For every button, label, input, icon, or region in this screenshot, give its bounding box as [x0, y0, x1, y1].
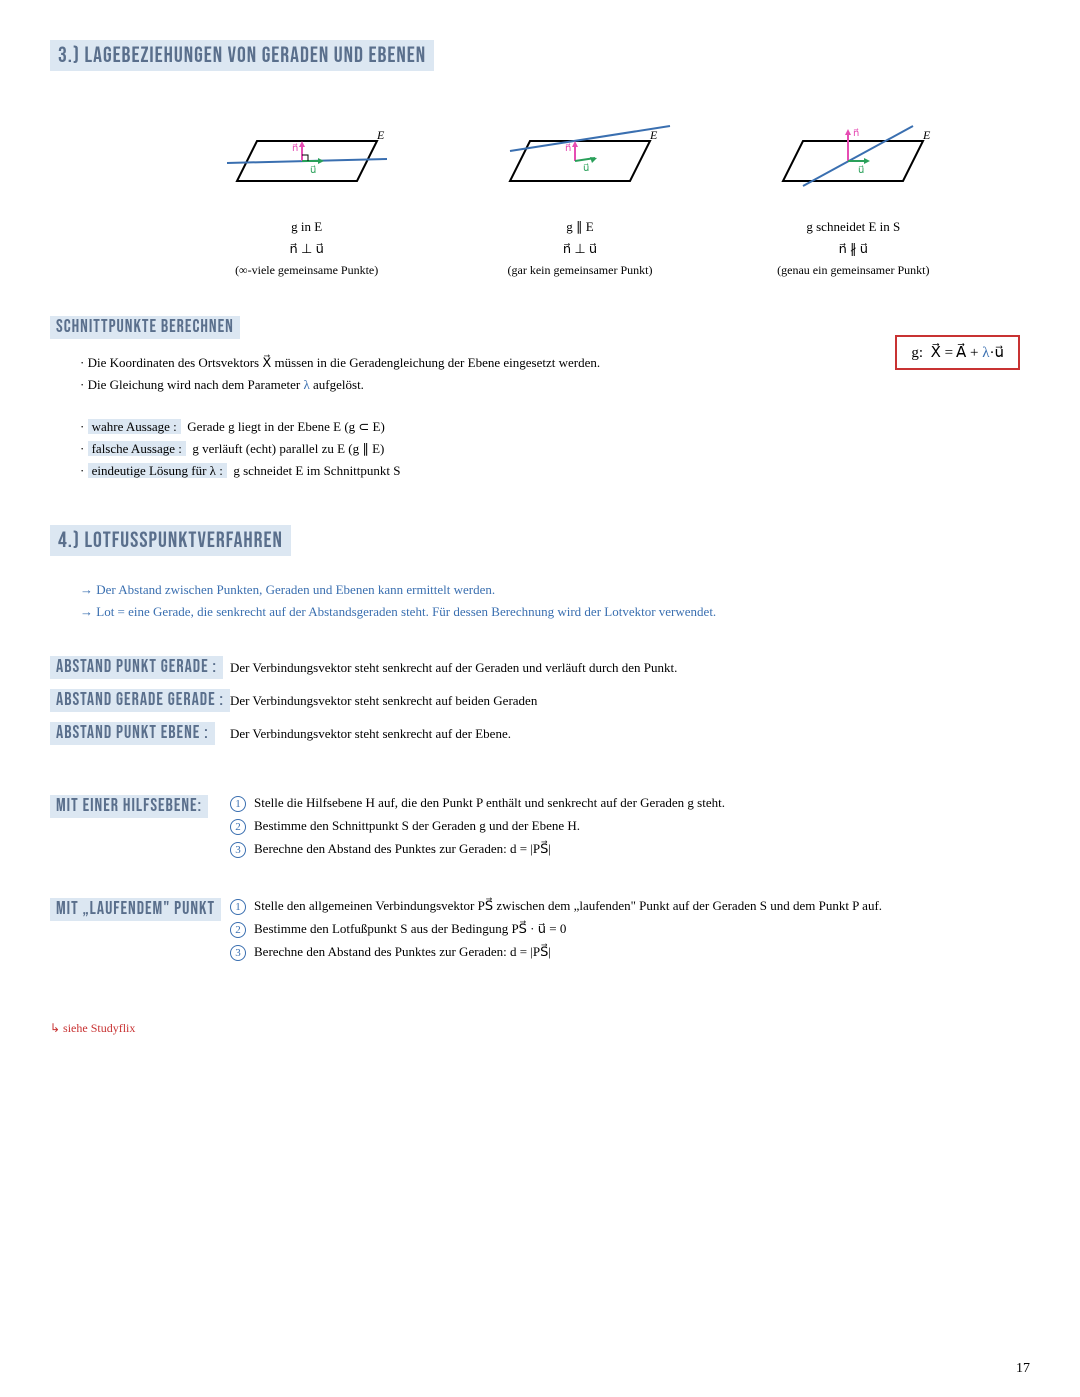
diagram-3: E n⃗ u⃗ g schneidet E in S n⃗ ∦ u⃗ (gena… — [733, 121, 973, 278]
diagram-1: E n⃗ u⃗ g in E n⃗ ⊥ u⃗ (∞-viele gemeinsa… — [187, 121, 427, 278]
diagram-1-relation: n⃗ ⊥ u⃗ — [290, 241, 324, 257]
lauf-label: Mit „laufendem" Punkt — [50, 898, 221, 921]
svg-text:u⃗: u⃗ — [310, 165, 316, 176]
schnittpunkte-title: Schnittpunkte berechnen — [50, 316, 240, 339]
row-hilfsebene: Mit einer Hilfsebene: 1Stelle die Hilfse… — [50, 795, 1030, 858]
svg-text:u⃗: u⃗ — [583, 163, 589, 174]
row-ape: Abstand Punkt Ebene : Der Verbindungsvek… — [50, 722, 1030, 745]
ape-desc: Der Verbindungsvektor steht senkrecht au… — [230, 726, 1030, 742]
row-agg: Abstand Gerade Gerade : Der Verbindungsv… — [50, 689, 1030, 712]
apg-desc: Der Verbindungsvektor steht senkrecht au… — [230, 660, 1030, 676]
diagram-1-svg: E n⃗ u⃗ — [207, 121, 407, 211]
diagram-2: E n⃗ u⃗ g ∥ E n⃗ ⊥ u⃗ (gar kein gemeinsa… — [460, 121, 700, 278]
hilfs-label: Mit einer Hilfsebene: — [50, 795, 208, 818]
diagram-3-note: (genau ein gemeinsamer Punkt) — [777, 263, 929, 278]
diagram-2-relation: n⃗ ⊥ u⃗ — [563, 241, 597, 257]
page-number: 17 — [1016, 1361, 1030, 1377]
lauf-step-3: 3Berechne den Abstand des Punktes zur Ge… — [230, 944, 1030, 961]
apg-label: Abstand Punkt Gerade : — [50, 656, 223, 679]
agg-desc: Der Verbindungsvektor steht senkrecht au… — [230, 693, 1030, 709]
case-1: · wahre Aussage : Gerade g liegt in der … — [80, 419, 1030, 435]
lauf-step-2: 2Bestimme den Lotfußpunkt S aus der Bedi… — [230, 921, 1030, 938]
arrow-line-2: → Lot = eine Gerade, die senkrecht auf d… — [80, 604, 1030, 620]
diagram-2-svg: E n⃗ u⃗ — [480, 121, 680, 211]
diagram-1-caption: g in E — [291, 219, 322, 235]
diagram-3-relation: n⃗ ∦ u⃗ — [839, 241, 868, 257]
section-3-title: 3.) Lagebeziehungen von Geraden und Eben… — [50, 40, 434, 71]
case-2: · falsche Aussage : g verläuft (echt) pa… — [80, 441, 1030, 457]
arrow-line-1: → Der Abstand zwischen Punkten, Geraden … — [80, 582, 1030, 598]
lauf-step-1: 1Stelle den allgemeinen Verbindungsvekto… — [230, 898, 1030, 915]
diagram-2-caption: g ∥ E — [566, 219, 593, 235]
svg-text:E: E — [376, 128, 385, 142]
hilfs-step-2: 2Bestimme den Schnittpunkt S der Geraden… — [230, 818, 1030, 835]
ape-label: Abstand Punkt Ebene : — [50, 722, 215, 745]
diagrams-row: E n⃗ u⃗ g in E n⃗ ⊥ u⃗ (∞-viele gemeinsa… — [170, 121, 990, 278]
schnitt-line-1: · Die Koordinaten des Ortsvektors X⃗ müs… — [80, 355, 1030, 371]
agg-label: Abstand Gerade Gerade : — [50, 689, 230, 712]
section-4-title: 4.) Lotfusspunktverfahren — [50, 525, 291, 556]
svg-text:n⃗: n⃗ — [565, 143, 571, 154]
footnote: ↳ siehe Studyflix — [50, 1021, 1030, 1036]
hilfs-step-1: 1Stelle die Hilfsebene H auf, die den Pu… — [230, 795, 1030, 812]
svg-text:n⃗: n⃗ — [853, 128, 859, 139]
hilfs-step-3: 3Berechne den Abstand des Punktes zur Ge… — [230, 841, 1030, 858]
diagram-1-note: (∞-viele gemeinsame Punkte) — [235, 263, 378, 278]
formula-text: g: X⃗ = A⃗ + λ·u⃗ — [911, 345, 1004, 361]
row-apg: Abstand Punkt Gerade : Der Verbindungsve… — [50, 656, 1030, 679]
formula-box: g: X⃗ = A⃗ + λ·u⃗ — [895, 335, 1020, 370]
svg-text:E: E — [649, 128, 658, 142]
diagram-3-svg: E n⃗ u⃗ — [753, 121, 953, 211]
diagram-2-note: (gar kein gemeinsamer Punkt) — [508, 263, 653, 278]
svg-text:E: E — [922, 128, 931, 142]
schnitt-line-2: · Die Gleichung wird nach dem Parameter … — [80, 377, 1030, 393]
svg-text:u⃗: u⃗ — [858, 165, 864, 176]
svg-text:n⃗: n⃗ — [292, 143, 298, 154]
row-laufend: Mit „laufendem" Punkt 1Stelle den allgem… — [50, 898, 1030, 961]
diagram-3-caption: g schneidet E in S — [806, 219, 900, 235]
case-3: · eindeutige Lösung für λ : g schneidet … — [80, 463, 1030, 479]
